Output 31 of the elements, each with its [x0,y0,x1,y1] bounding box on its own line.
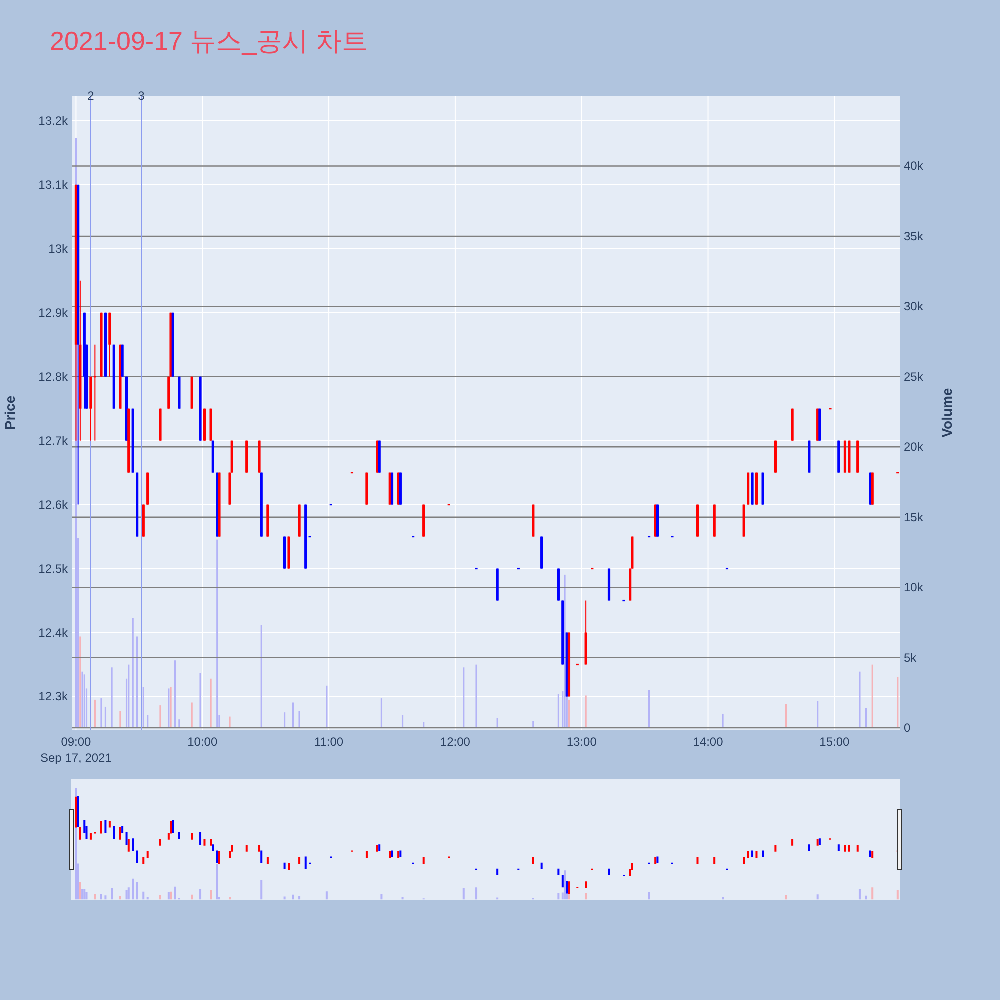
y-tick-label: 12.6k [38,498,69,512]
x-tick-label: 14:00 [693,735,724,749]
y2-tick-label: 30k [904,300,924,314]
y2-tick-label: 20k [904,440,924,454]
y-tick-label: 12.7k [38,434,69,448]
y2-tick-label: 40k [904,159,924,174]
y-tick-label: 12.8k [38,370,69,384]
y2-tick-label: 25k [904,370,924,384]
y2-tick-label: 15k [904,510,924,524]
y2-tick-label: 35k [904,229,924,244]
chart-title: 2021-09-17 뉴스_공시 차트 [50,26,368,56]
y-tick-label: 12.4k [38,626,69,640]
y-tick-label: 13.1k [38,178,69,192]
x-tick-label: 11:00 [314,735,344,749]
y-tick-label: 12.5k [38,562,69,576]
x-tick-label: 12:00 [440,735,471,749]
x-tick-label: 10:00 [188,735,218,749]
x-tick-label: 15:00 [820,735,850,749]
y-tick-label: 12.3k [38,690,69,704]
x-tick-label: 13:00 [566,735,598,749]
y-tick-label: 13k [48,242,69,256]
ref-line-label: 2 [88,89,95,103]
ref-line-label: 3 [138,89,146,103]
y2-tick-label: 0 [904,721,911,736]
y-tick-label: 12.9k [38,306,69,320]
y-tick-label: 13.2k [38,114,69,128]
y2-tick-label: 10k [904,580,924,595]
y2-axis-title: Volume [939,388,955,438]
y-axis-title: Price [2,396,18,430]
y2-tick-label: 5k [904,650,918,665]
x-tick-label: 09:00 Sep 17, 2021 [40,735,112,765]
